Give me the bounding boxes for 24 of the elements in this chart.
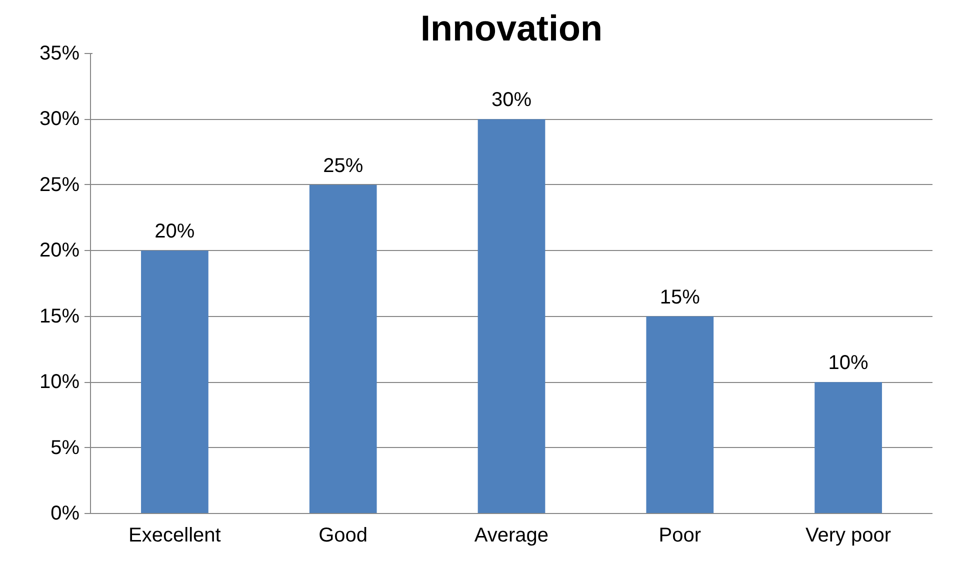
y-tick-label: 35% [39,42,80,64]
data-label: 15% [660,286,700,308]
y-tick-label: 20% [39,240,80,262]
x-tick-label: Good [318,524,368,546]
data-label: 30% [491,89,532,112]
y-tick-label: 0% [50,502,80,524]
y-tick-label: 25% [39,174,80,196]
data-label: 25% [323,154,364,177]
bar [478,119,546,514]
x-tick-label: Poor [658,524,702,546]
chart-title: Innovation [420,8,603,48]
y-tick-label: 15% [39,305,80,328]
x-tick-label: Execellent [128,524,222,546]
x-tick-label: Average [474,524,549,546]
bar [646,316,714,514]
bar [814,382,882,514]
bar [309,184,377,514]
data-label: 20% [154,220,195,243]
y-tick-label: 5% [50,436,80,459]
y-tick-label: 30% [39,108,80,130]
bar [141,250,208,514]
y-tick-label: 10% [39,371,80,394]
data-label: 10% [828,352,869,374]
x-tick-label: Very poor [805,524,892,546]
